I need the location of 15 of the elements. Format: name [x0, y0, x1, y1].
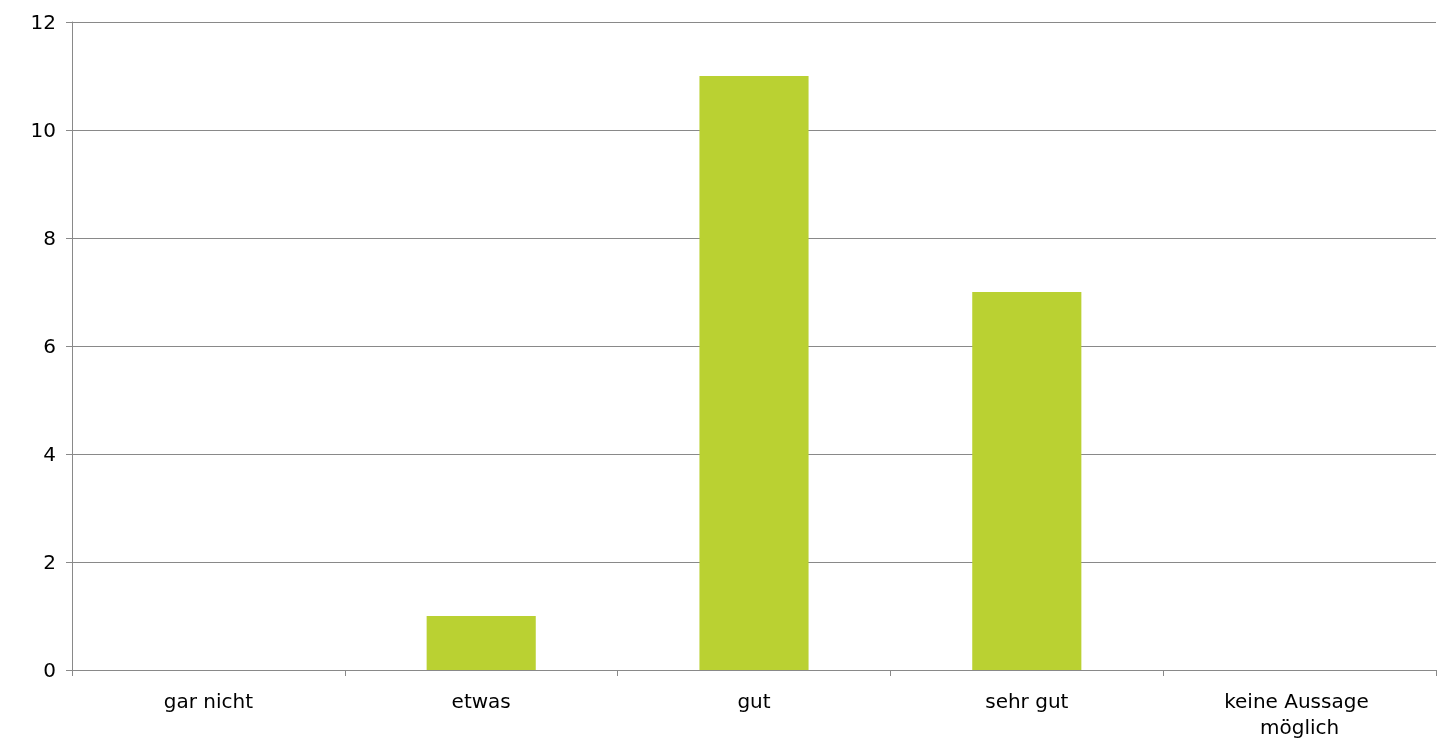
y-tick-label: 6	[43, 334, 56, 358]
y-tick-label: 8	[43, 226, 56, 250]
y-tick-label: 0	[43, 658, 56, 682]
y-tick-label: 4	[43, 442, 56, 466]
bar	[699, 76, 809, 670]
x-tick-label: gut	[737, 689, 771, 713]
x-tick-label: gar nicht	[163, 689, 254, 713]
y-tick-label: 12	[30, 10, 56, 34]
x-tick-label: sehr gut	[985, 689, 1069, 713]
bar	[972, 292, 1082, 670]
x-tick-label: keine Aussage möglich	[1224, 689, 1376, 739]
y-tick-label: 10	[30, 118, 56, 142]
bar	[426, 616, 536, 670]
y-tick-label: 2	[43, 550, 56, 574]
x-tick-label: etwas	[451, 689, 511, 713]
